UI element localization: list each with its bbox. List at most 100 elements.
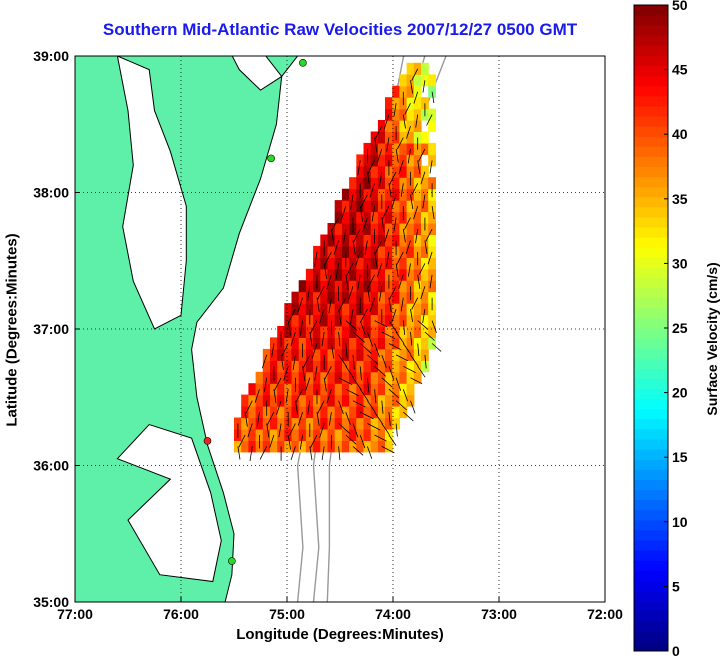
- colorbar-swatch: [634, 45, 668, 56]
- velocity-cell: [356, 348, 365, 361]
- velocity-arrow: [415, 228, 419, 244]
- velocity-arrow: [352, 377, 362, 391]
- velocity-arrow: [402, 114, 406, 129]
- velocity-arrow: [411, 297, 419, 310]
- velocity-cell: [349, 337, 357, 350]
- colorbar-swatch: [634, 630, 668, 642]
- velocity-arrow: [276, 400, 282, 415]
- colorbar-swatch: [634, 35, 668, 46]
- velocity-cell: [320, 371, 329, 384]
- colorbar-swatch: [634, 509, 668, 521]
- velocity-arrow: [388, 412, 391, 426]
- colorbar-swatch: [634, 307, 668, 319]
- velocity-cell: [255, 417, 264, 430]
- velocity-cell: [392, 291, 400, 304]
- velocity-arrow: [404, 217, 411, 230]
- velocity-cell: [406, 120, 415, 132]
- x-ticks: 77:00 76:00 75:00 74:00 73:00 72:00: [57, 597, 623, 622]
- velocity-cell: [284, 440, 293, 453]
- velocity-arrow: [379, 286, 383, 302]
- velocity-cell: [370, 417, 379, 430]
- velocity-cell: [356, 280, 365, 293]
- velocity-arrow: [316, 412, 320, 426]
- colorbar-swatch: [634, 216, 668, 228]
- velocity-arrow: [266, 423, 270, 438]
- velocity-cell: [385, 211, 393, 224]
- velocity-cell: [284, 394, 293, 407]
- velocity-arrow: [292, 354, 296, 371]
- velocity-cell: [248, 406, 257, 419]
- velocity-cell: [385, 417, 393, 430]
- velocity-cell: [313, 348, 321, 361]
- velocity-arrow: [302, 354, 311, 369]
- velocity-cell: [406, 337, 415, 350]
- velocity-cell: [406, 257, 415, 270]
- velocity-arrow: [331, 343, 335, 359]
- velocity-cell: [291, 314, 300, 327]
- velocity-arrow: [359, 388, 369, 402]
- velocity-arrow: [381, 446, 395, 454]
- velocity-arrow: [408, 263, 411, 277]
- velocity-arrow: [247, 423, 253, 438]
- velocity-cell: [392, 360, 400, 373]
- colorbar-swatch: [634, 136, 668, 147]
- colorbar-swatch: [634, 85, 668, 97]
- velocity-arrow: [374, 240, 383, 255]
- velocity-arrow: [271, 343, 275, 358]
- velocity-arrow: [305, 377, 311, 392]
- colorbar-swatch: [634, 469, 668, 480]
- velocity-cell: [392, 85, 400, 98]
- velocity-cell: [363, 337, 372, 350]
- velocity-arrow: [396, 251, 404, 265]
- velocity-arrow: [348, 286, 354, 301]
- velocity-cell: [377, 131, 386, 144]
- y-tick-label: 38:00: [33, 185, 69, 201]
- velocity-cell: [248, 429, 257, 441]
- velocity-cell: [392, 337, 400, 350]
- colorbar-swatch: [634, 570, 668, 581]
- velocity-arrow: [259, 446, 268, 460]
- velocity-cell: [363, 394, 372, 407]
- colorbar-swatch: [634, 297, 668, 309]
- velocity-arrow: [388, 388, 400, 399]
- velocity-arrow: [274, 377, 282, 391]
- velocity-arrow: [381, 217, 385, 233]
- velocity-cell: [363, 429, 372, 441]
- velocity-arrow: [410, 400, 416, 414]
- velocity-cell: [428, 211, 436, 224]
- velocity-arrow: [290, 331, 296, 347]
- colorbar-swatch: [634, 610, 668, 622]
- colorbar-tick-label: 0: [672, 643, 680, 659]
- velocity-arrow: [264, 377, 268, 393]
- x-tick-label: 75:00: [269, 606, 305, 622]
- velocity-cell: [298, 303, 307, 316]
- velocity-cell: [370, 211, 379, 224]
- velocity-cell: [291, 337, 300, 350]
- velocity-cell: [370, 326, 379, 338]
- velocity-arrow: [352, 354, 355, 370]
- velocity-arrow: [374, 411, 384, 425]
- velocity-arrow: [338, 377, 353, 386]
- y-ticks: 39:00 38:00 37:00 36:00 35:00: [33, 48, 80, 610]
- velocity-cell: [413, 154, 422, 167]
- velocity-cell: [248, 383, 257, 396]
- velocity-cell: [320, 429, 329, 441]
- velocity-cell: [370, 165, 379, 178]
- velocity-arrow: [395, 400, 407, 411]
- velocity-arrow: [367, 286, 371, 302]
- velocity-arrow: [269, 434, 275, 448]
- velocity-cell: [377, 383, 386, 396]
- velocity-arrow: [417, 160, 421, 175]
- velocity-cell: [421, 200, 429, 213]
- velocity-arrow: [352, 423, 359, 438]
- colorbar-swatch: [634, 590, 668, 602]
- velocity-cell: [255, 371, 264, 384]
- velocity-cell: [385, 371, 393, 384]
- velocity-arrow: [333, 240, 339, 255]
- colorbar-swatch: [634, 398, 668, 410]
- velocity-cell: [370, 257, 379, 270]
- velocity-cell: [305, 406, 314, 419]
- colorbar-swatch: [634, 237, 668, 248]
- velocity-cell: [392, 406, 400, 419]
- velocity-arrow: [367, 354, 379, 365]
